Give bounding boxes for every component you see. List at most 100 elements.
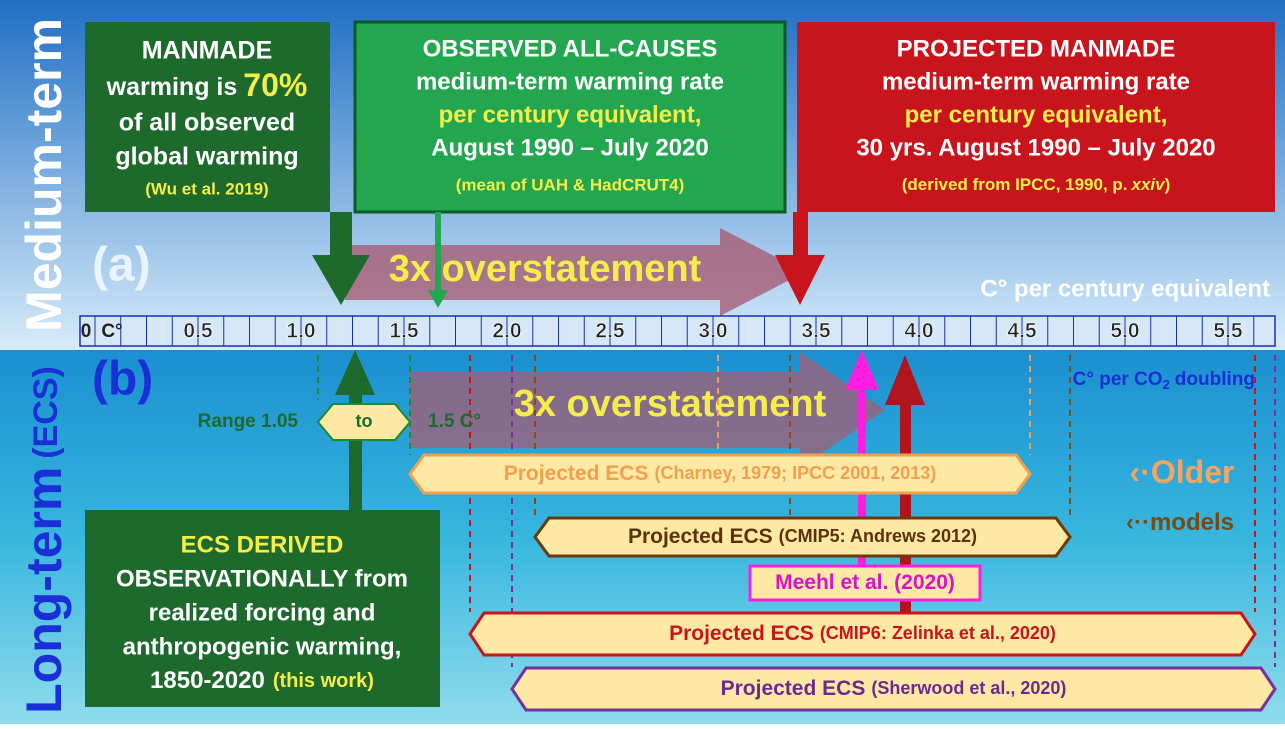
derived-arrowhead [335, 350, 375, 395]
models-text: models [1150, 509, 1234, 536]
box-derived [85, 510, 440, 707]
older-label: ‹·Older [1130, 454, 1235, 490]
box-source-italic: xxiv [1131, 175, 1167, 194]
range-end: 1.5 C° [428, 411, 481, 432]
side-label-long: Long-term (ECS) [16, 366, 72, 714]
arrow-manmade [312, 212, 370, 305]
ecs-bar-detail: (Sherwood et al., 2020) [871, 678, 1066, 698]
box-highlight: per century equivalent, [905, 101, 1168, 128]
side-label-long-text: Long-term [16, 467, 72, 714]
zelinka-arrowhead [885, 355, 925, 405]
ecs-bar [748, 564, 982, 602]
arrow-observed [428, 212, 448, 308]
ecs-bar [408, 453, 1032, 495]
box-highlight: per century equivalent, [439, 101, 702, 128]
overstatement-arrow-b [410, 352, 885, 468]
box-text: August 1990 – July 2020 [431, 134, 708, 161]
box-text: medium-term warming rate [882, 68, 1190, 95]
scale-label: 0.5 [183, 320, 213, 343]
scale-label: 1.5 [389, 320, 419, 343]
ecs-bar-detail: (CMIP5: Andrews 2012) [779, 526, 977, 546]
box-highlight: 70% [243, 67, 307, 103]
box-text: anthropogenic warming, [123, 633, 402, 660]
box-source: (this work) [273, 670, 374, 692]
overstatement-arrow-a [345, 228, 805, 316]
box-text: ECS DERIVED [181, 531, 344, 558]
meehl-arrowhead [845, 350, 879, 390]
box-projected [797, 22, 1275, 212]
older-text: Older [1151, 454, 1235, 490]
scale-label: 3.5 [801, 320, 831, 343]
box-text: PROJECTED MANMADE [897, 35, 1176, 62]
range-bar [316, 403, 412, 441]
scale-label: 4.5 [1007, 320, 1037, 343]
ruler: 0 C° 0.5 1.0 1.5 2.0 2.5 3.0 3.5 4.0 4.5 5.0 5.5 [79, 315, 1276, 347]
panel-b-label: (b) [92, 353, 153, 406]
box-text: OBSERVED ALL-CAUSES [423, 35, 718, 62]
side-label-medium: Medium-term [16, 18, 72, 332]
scale-label: 4.0 [904, 320, 933, 343]
models-arrow: ‹·· [1126, 509, 1150, 536]
overstatement-text-b: 3x overstatement [514, 383, 827, 425]
models-label: ‹··models [1126, 509, 1234, 536]
box-source: ) [1165, 175, 1171, 194]
side-label-suffix: (ECS) [27, 366, 65, 459]
box-text: warming is [106, 73, 238, 101]
scale-label: 5.0 [1110, 320, 1139, 343]
scale-unit: C° [101, 321, 122, 342]
box-observed [353, 20, 787, 214]
zelinka-line [900, 390, 911, 612]
arrow-projected [775, 212, 825, 305]
ruler-band [79, 315, 1276, 347]
scale-label: 5.5 [1213, 320, 1243, 343]
box-text: 30 yrs. August 1990 – July 2020 [856, 134, 1215, 161]
box-manmade-text: MANMADE warming is 70% of all observed gl… [106, 37, 308, 199]
box-text: global warming [115, 143, 298, 171]
scale-label: 2.5 [595, 320, 625, 343]
ecs-bar-prefix: Projected ECS [721, 677, 866, 700]
ecs-bar-prefix: Projected ECS [669, 622, 814, 645]
box-text: realized forcing and [149, 599, 376, 626]
panel-b-unit: C° per CO2 doubling [1073, 369, 1255, 392]
scale-label: 3.0 [698, 320, 727, 343]
range-start: Range 1.05 [198, 411, 299, 432]
box-text: MANMADE [142, 37, 273, 65]
scale-zero: 0 [81, 321, 92, 342]
box-text: of all observed [119, 109, 295, 137]
box-source: (derived from IPCC, 1990, p. [902, 175, 1128, 194]
box-projected-text: PROJECTED MANMADE medium-term warming ra… [856, 35, 1215, 194]
panel-b-unit: doubling [1175, 369, 1255, 390]
ecs-bar-detail: (CMIP6: Zelinka et al., 2020) [820, 623, 1056, 643]
scale-label: 2.0 [492, 320, 521, 343]
ecs-bar-label: Meehl et al. (2020) [775, 571, 955, 594]
ecs-bar-prefix: Meehl et al. (2020) [775, 571, 955, 594]
box-derived-text: ECS DERIVED OBSERVATIONALLY from realize… [116, 531, 408, 694]
box-text: OBSERVATIONALLY from [116, 565, 408, 592]
box-text: 1850-2020 [150, 667, 265, 694]
ecs-bar [510, 666, 1277, 712]
panel-a-label: (a) [92, 239, 151, 292]
guide-lines [317, 355, 1276, 667]
panel-b-unit-sub: 2 [1163, 377, 1170, 392]
ecs-bar-prefix: Projected ECS [504, 462, 649, 485]
box-text: 1850-2020 (this work) [150, 667, 374, 694]
ecs-bar [533, 516, 1072, 558]
panel-b-unit: C° per CO [1073, 369, 1163, 390]
ecs-bar-detail: (Charney, 1979; IPCC 2001, 2013) [654, 463, 936, 483]
box-text: warming is 70% [106, 67, 308, 103]
box-manmade [85, 22, 330, 212]
ecs-bar-label: Projected ECS (Sherwood et al., 2020) [721, 677, 1067, 700]
ecs-bar-label: Projected ECS (Charney, 1979; IPCC 2001, … [504, 462, 937, 485]
scale-label: 1.0 [286, 320, 315, 343]
ecs-bar [468, 611, 1257, 657]
box-source: (derived from IPCC, 1990, p. xxiv) [902, 175, 1171, 194]
ecs-bar-label: Projected ECS (CMIP5: Andrews 2012) [628, 525, 977, 548]
older-arrow: ‹· [1130, 454, 1151, 490]
ecs-bar-label: Projected ECS (CMIP6: Zelinka et al., 202… [669, 622, 1056, 645]
box-text: medium-term warming rate [416, 68, 724, 95]
box-source: (Wu et al. 2019) [145, 179, 268, 198]
panel-a-unit: C° per century equivalent [980, 275, 1270, 302]
box-observed-text: OBSERVED ALL-CAUSES medium-term warming … [416, 35, 724, 194]
